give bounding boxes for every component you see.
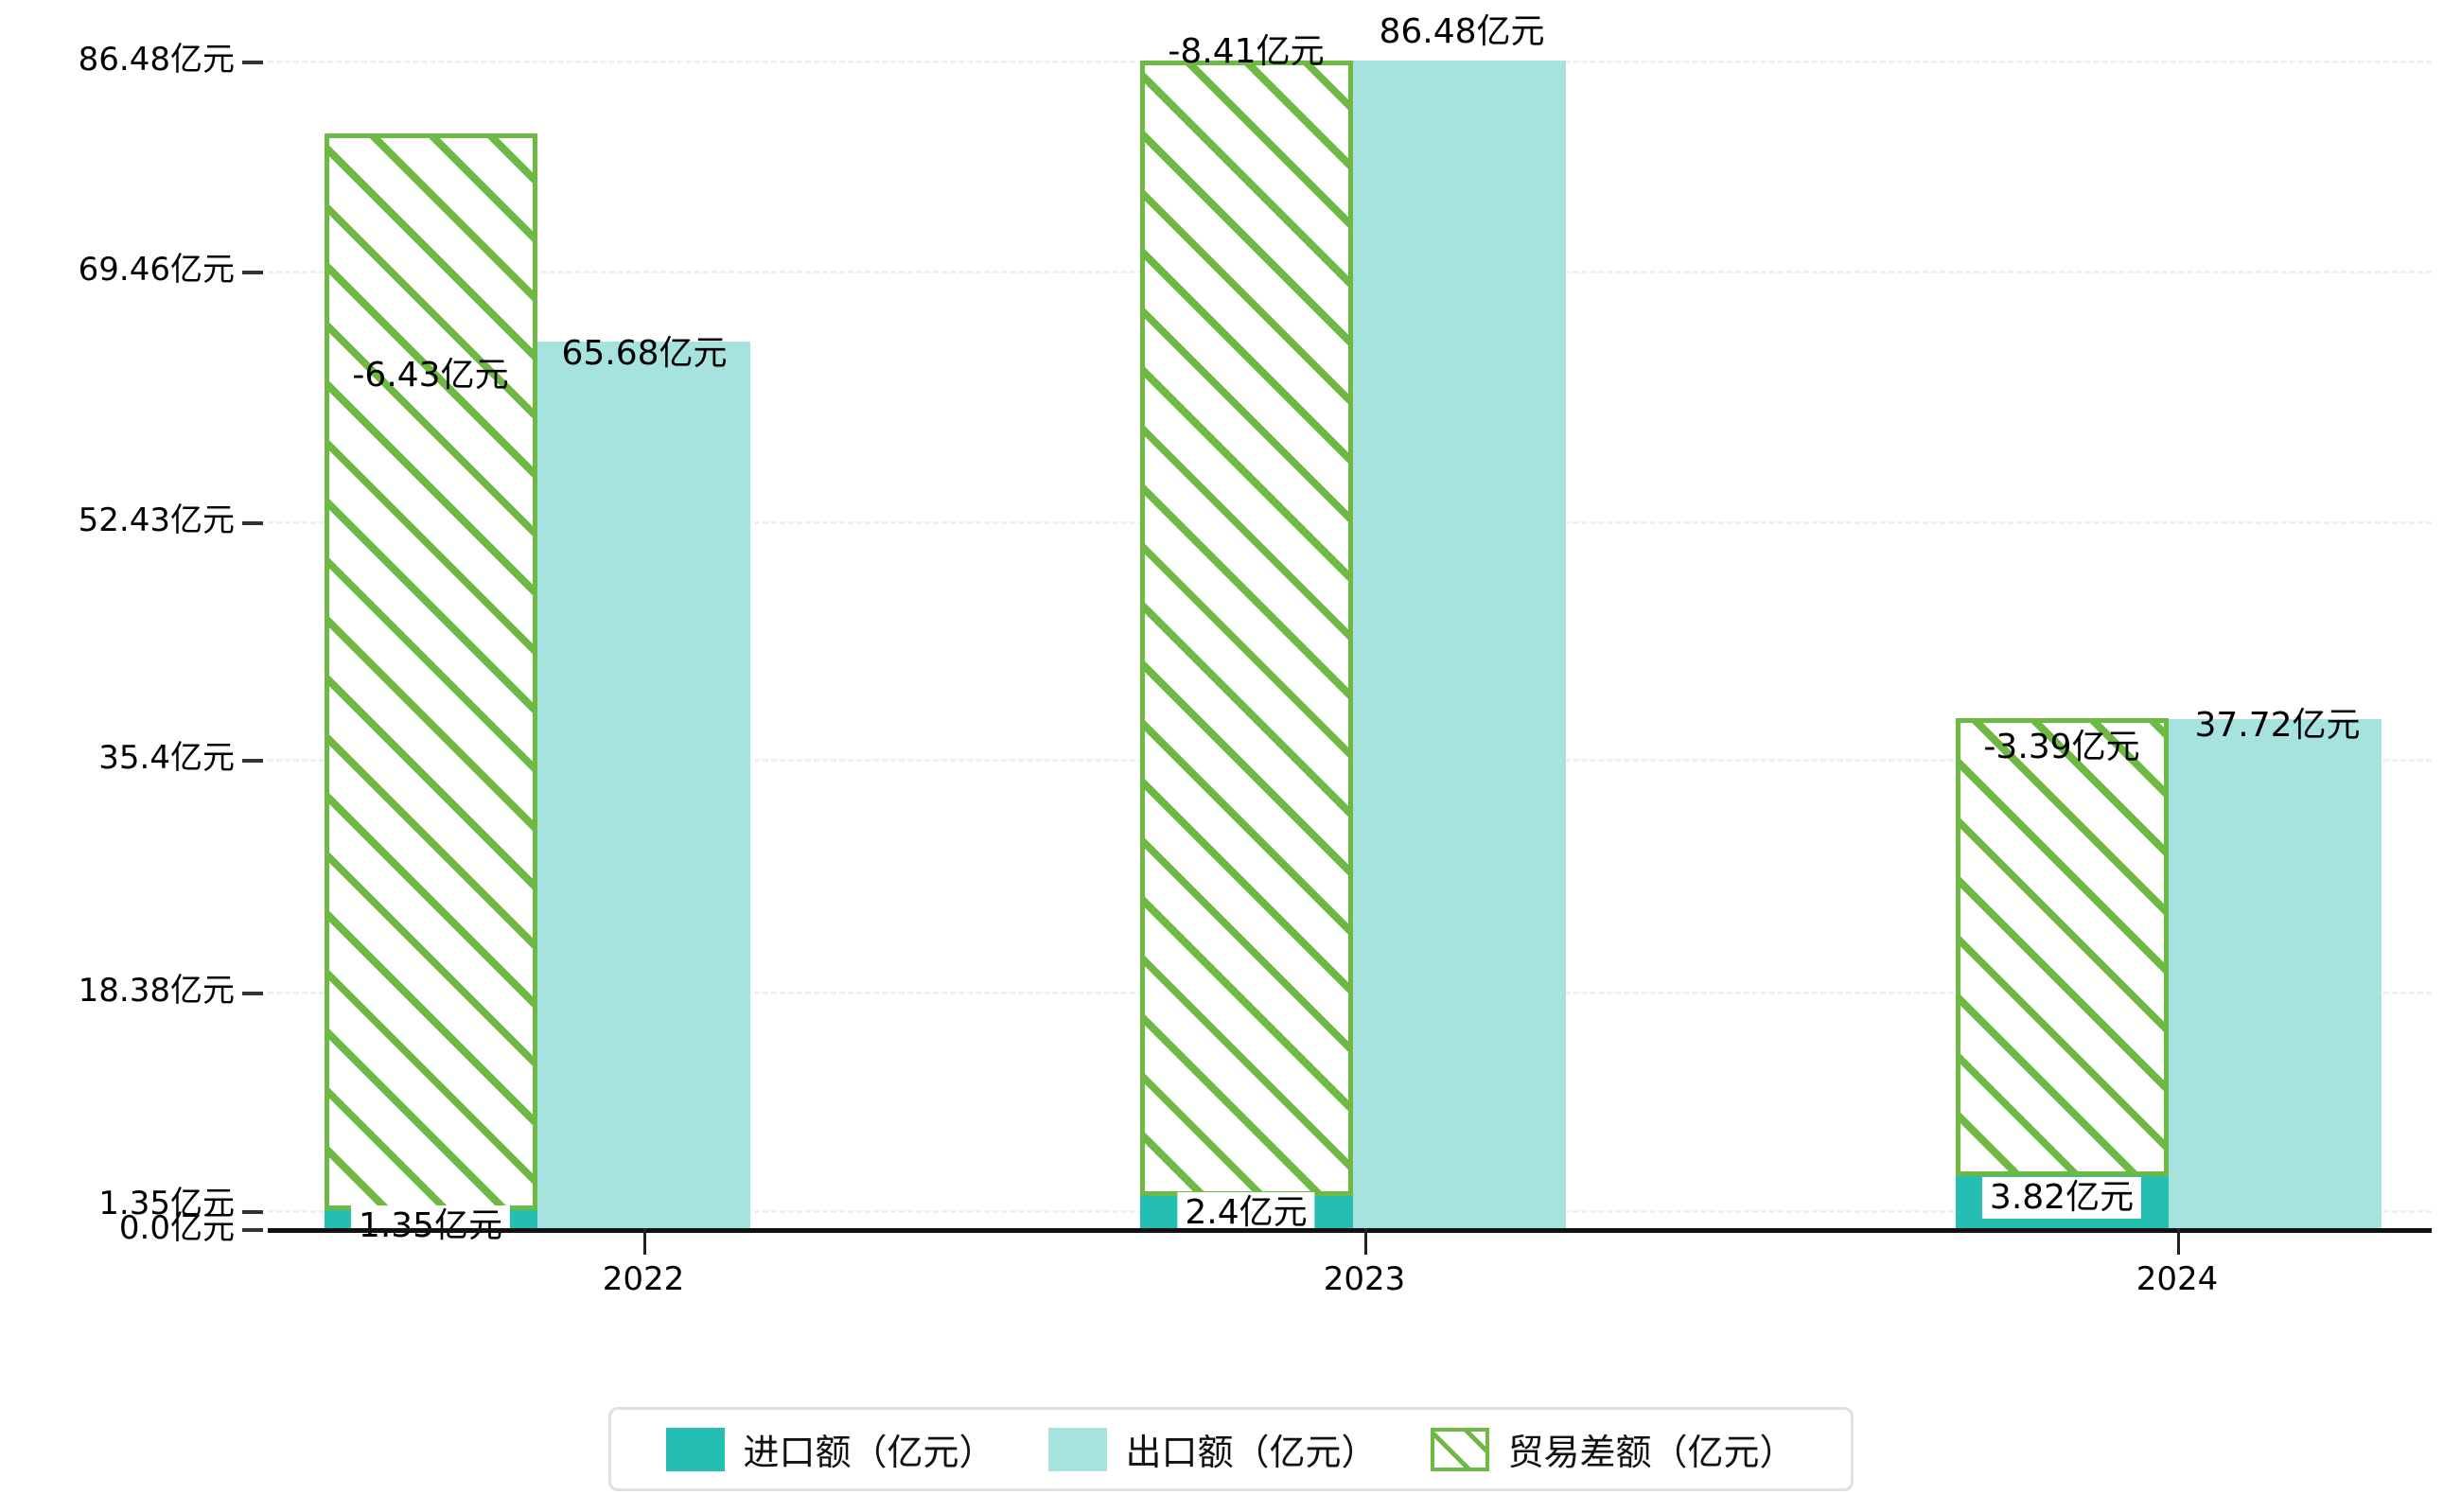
- import-label-2022: 1.35亿元: [350, 1205, 511, 1247]
- y-tick-label-4: 18.38亿元: [78, 972, 235, 1010]
- export-swatch-icon: [1047, 1427, 1107, 1471]
- y-tick-mark-5: [242, 1210, 263, 1214]
- y-tick-label-1: 69.46亿元: [78, 251, 235, 289]
- legend-label-export: 出口额（亿元）: [1125, 1432, 1378, 1473]
- y-tick-label-2: 52.43亿元: [78, 501, 235, 539]
- balance-bar-2024[interactable]: [1956, 718, 2169, 1176]
- x-tick-mark-2023: [1364, 1228, 1367, 1255]
- import-label-2023: 2.4亿元: [1177, 1192, 1315, 1234]
- export-bar-2022[interactable]: [537, 342, 750, 1228]
- x-tick-label-2023: 2023: [1323, 1260, 1406, 1298]
- y-tick-mark-6: [242, 1228, 263, 1232]
- chart-legend: 进口额（亿元） 出口额（亿元） 贸易差额（亿元）: [607, 1407, 1854, 1491]
- balance-bar-2023[interactable]: [1140, 61, 1353, 1196]
- balance-label-2022: -6.43亿元: [352, 356, 509, 395]
- legend-label-balance: 贸易差额（亿元）: [1507, 1432, 1796, 1473]
- balance-label-2023: -8.41亿元: [1168, 32, 1325, 71]
- y-tick-mark-0: [242, 61, 263, 64]
- export-label-2024: 37.72亿元: [2194, 706, 2361, 745]
- y-tick-label-6: 0.0亿元: [118, 1209, 235, 1247]
- y-tick-mark-2: [242, 521, 263, 525]
- plot-area: -6.43亿元 65.68亿元 1.35亿元 -8.41亿元 86.48亿元 2…: [268, 15, 2432, 1247]
- legend-item-balance[interactable]: 贸易差额（亿元）: [1430, 1423, 1796, 1475]
- export-label-2023: 86.48亿元: [1379, 12, 1545, 51]
- y-tick-label-0: 86.48亿元: [78, 41, 235, 79]
- export-bar-2023[interactable]: [1353, 61, 1566, 1228]
- balance-label-2024: -3.39亿元: [1983, 728, 2140, 766]
- export-label-2022: 65.68亿元: [561, 334, 728, 373]
- import-label-2024: 3.82亿元: [1981, 1177, 2142, 1219]
- balance-swatch-icon: [1430, 1427, 1489, 1471]
- y-tick-label-3: 35.4亿元: [98, 739, 235, 777]
- x-tick-mark-2022: [643, 1228, 646, 1255]
- y-tick-label-5: 1.35亿元: [98, 1185, 235, 1222]
- legend-label-import: 进口额（亿元）: [743, 1432, 995, 1473]
- y-tick-mark-1: [242, 271, 263, 274]
- x-tick-label-2022: 2022: [602, 1260, 685, 1298]
- y-tick-mark-3: [242, 759, 263, 763]
- x-axis-line: [268, 1228, 2432, 1233]
- legend-item-import[interactable]: 进口额（亿元）: [665, 1423, 994, 1475]
- x-tick-mark-2024: [2177, 1228, 2180, 1255]
- legend-item-export[interactable]: 出口额（亿元）: [1047, 1423, 1378, 1475]
- balance-bar-2022[interactable]: [325, 133, 537, 1210]
- x-tick-label-2024: 2024: [2136, 1260, 2219, 1298]
- import-swatch-icon: [665, 1427, 725, 1471]
- export-bar-2024[interactable]: [2169, 719, 2382, 1228]
- y-tick-mark-4: [242, 992, 263, 995]
